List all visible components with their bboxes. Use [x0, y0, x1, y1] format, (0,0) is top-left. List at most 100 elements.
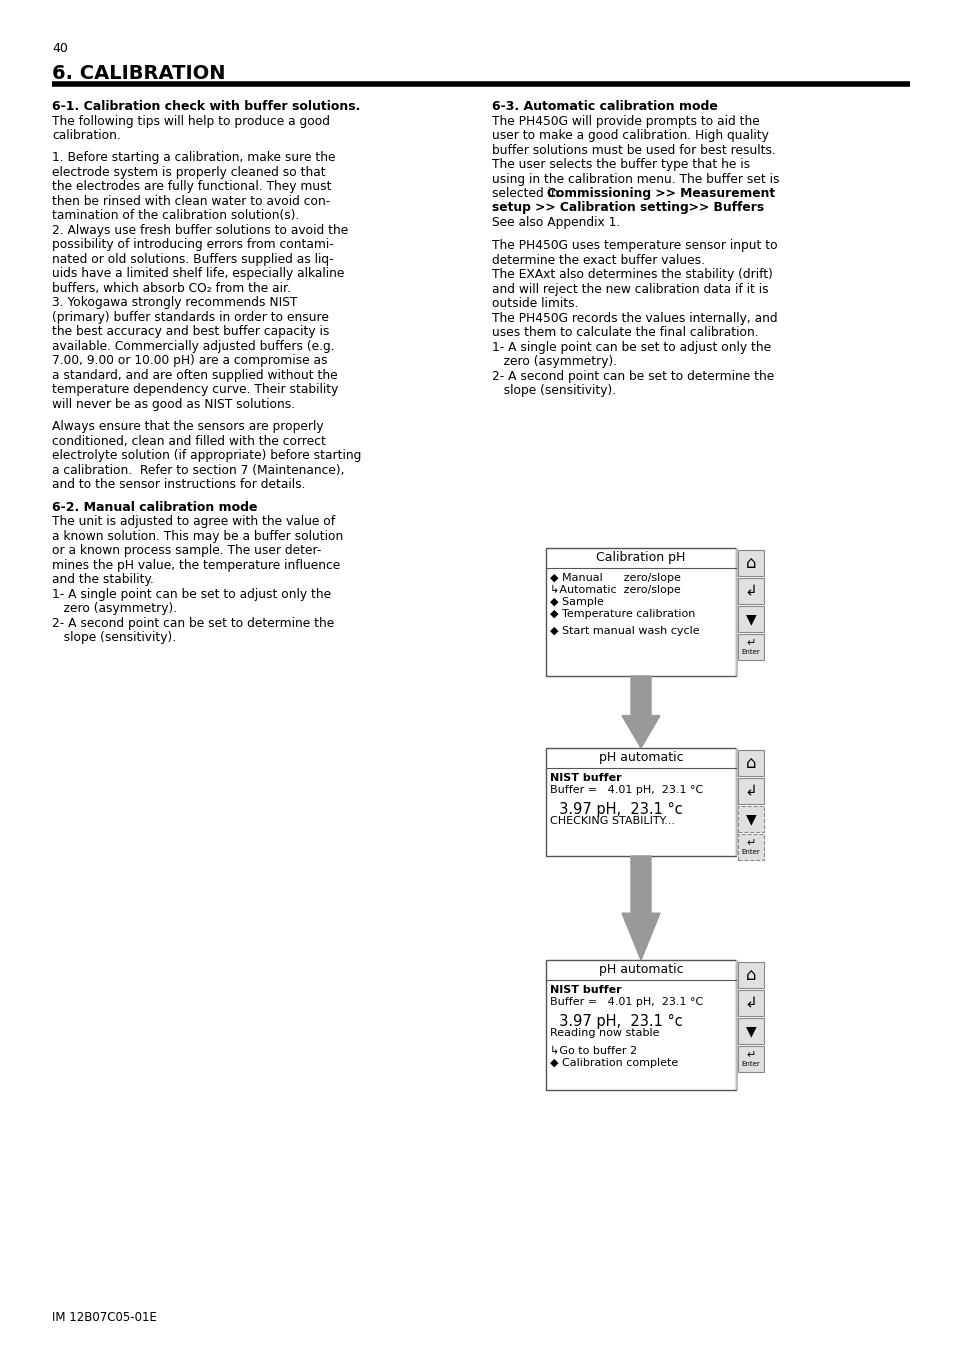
Text: determine the exact buffer values.: determine the exact buffer values. — [492, 253, 704, 267]
Bar — [738, 834, 763, 860]
Text: Calibration pH: Calibration pH — [596, 551, 685, 565]
Text: 1- A single point can be set to adjust only the: 1- A single point can be set to adjust o… — [52, 588, 331, 601]
Text: conditioned, clean and filled with the correct: conditioned, clean and filled with the c… — [52, 435, 326, 448]
Bar — [738, 634, 763, 659]
Text: ↵: ↵ — [745, 638, 755, 649]
Text: Enter: Enter — [740, 1062, 760, 1067]
Bar — [735, 747, 738, 856]
Text: 2- A second point can be set to determine the: 2- A second point can be set to determin… — [492, 370, 774, 383]
Text: the electrodes are fully functional. They must: the electrodes are fully functional. The… — [52, 180, 331, 194]
Text: 3. Yokogawa strongly recommends NIST: 3. Yokogawa strongly recommends NIST — [52, 297, 297, 310]
Text: 6-3. Automatic calibration mode: 6-3. Automatic calibration mode — [492, 100, 717, 112]
Text: available. Commercially adjusted buffers (e.g.: available. Commercially adjusted buffers… — [52, 340, 335, 353]
Bar — [738, 550, 763, 575]
Bar — [735, 548, 738, 676]
Text: uids have a limited shelf life, especially alkaline: uids have a limited shelf life, especial… — [52, 268, 344, 280]
Text: outside limits.: outside limits. — [492, 297, 578, 310]
Text: ⌂: ⌂ — [745, 754, 756, 772]
Bar — [738, 607, 763, 632]
Text: 6-2. Manual calibration mode: 6-2. Manual calibration mode — [52, 501, 257, 515]
Text: 1- A single point can be set to adjust only the: 1- A single point can be set to adjust o… — [492, 341, 770, 353]
Text: ↲: ↲ — [744, 995, 757, 1010]
Text: 7.00, 9.00 or 10.00 pH) are a compromise as: 7.00, 9.00 or 10.00 pH) are a compromise… — [52, 355, 327, 367]
Text: a standard, and are often supplied without the: a standard, and are often supplied witho… — [52, 370, 337, 382]
Bar — [735, 960, 738, 1090]
Text: The user selects the buffer type that he is: The user selects the buffer type that he… — [492, 158, 749, 171]
Text: zero (asymmetry).: zero (asymmetry). — [52, 603, 177, 616]
Text: 40: 40 — [52, 42, 68, 56]
Text: temperature dependency curve. Their stability: temperature dependency curve. Their stab… — [52, 383, 338, 397]
Text: electrode system is properly cleaned so that: electrode system is properly cleaned so … — [52, 167, 325, 179]
Text: a calibration.  Refer to section 7 (Maintenance),: a calibration. Refer to section 7 (Maint… — [52, 464, 344, 477]
Text: The unit is adjusted to agree with the value of: The unit is adjusted to agree with the v… — [52, 516, 335, 528]
Text: uses them to calculate the final calibration.: uses them to calculate the final calibra… — [492, 326, 758, 340]
Text: user to make a good calibration. High quality: user to make a good calibration. High qu… — [492, 129, 768, 142]
Text: a known solution. This may be a buffer solution: a known solution. This may be a buffer s… — [52, 529, 343, 543]
Text: electrolyte solution (if appropriate) before starting: electrolyte solution (if appropriate) be… — [52, 450, 361, 463]
Text: NIST buffer: NIST buffer — [550, 984, 621, 995]
Bar — [738, 990, 763, 1016]
Text: then be rinsed with clean water to avoid con-: then be rinsed with clean water to avoid… — [52, 195, 330, 209]
Text: See also Appendix 1.: See also Appendix 1. — [492, 217, 619, 229]
Text: (primary) buffer standards in order to ensure: (primary) buffer standards in order to e… — [52, 311, 329, 324]
Text: Buffer =   4.01 pH,  23.1 °C: Buffer = 4.01 pH, 23.1 °C — [550, 785, 702, 795]
Text: The PH450G will provide prompts to aid the: The PH450G will provide prompts to aid t… — [492, 115, 759, 127]
Text: using in the calibration menu. The buffer set is: using in the calibration menu. The buffe… — [492, 172, 779, 185]
Text: 1. Before starting a calibration, make sure the: 1. Before starting a calibration, make s… — [52, 152, 335, 164]
Text: The PH450G records the values internally, and: The PH450G records the values internally… — [492, 311, 777, 325]
Text: ↲: ↲ — [744, 784, 757, 799]
Text: nated or old solutions. Buffers supplied as liq-: nated or old solutions. Buffers supplied… — [52, 253, 334, 265]
Text: buffer solutions must be used for best results.: buffer solutions must be used for best r… — [492, 144, 775, 157]
Text: ⌂: ⌂ — [745, 554, 756, 571]
Text: buffers, which absorb CO₂ from the air.: buffers, which absorb CO₂ from the air. — [52, 282, 291, 295]
Bar — [545, 548, 735, 676]
Bar — [738, 578, 763, 604]
Text: and the stability.: and the stability. — [52, 574, 153, 586]
Bar — [738, 750, 763, 776]
Text: Commissioning >> Measurement: Commissioning >> Measurement — [546, 187, 774, 200]
Text: pH automatic: pH automatic — [598, 751, 682, 765]
Text: ⌂: ⌂ — [745, 965, 756, 984]
Text: CHECKING STABILITY...: CHECKING STABILITY... — [550, 816, 675, 826]
Text: pH automatic: pH automatic — [598, 964, 682, 976]
Text: ↵: ↵ — [745, 838, 755, 848]
Text: ↳Automatic  zero/slope: ↳Automatic zero/slope — [550, 585, 680, 596]
Text: calibration.: calibration. — [52, 129, 121, 142]
Bar — [738, 1047, 763, 1072]
Text: mines the pH value, the temperature influence: mines the pH value, the temperature infl… — [52, 559, 340, 571]
Text: ◆ Start manual wash cycle: ◆ Start manual wash cycle — [550, 626, 699, 636]
Text: ◆ Calibration complete: ◆ Calibration complete — [550, 1057, 678, 1067]
Text: zero (asymmetry).: zero (asymmetry). — [492, 355, 617, 368]
Text: ▼: ▼ — [745, 812, 756, 826]
Text: ◆ Sample: ◆ Sample — [550, 597, 603, 607]
FancyArrow shape — [621, 856, 659, 960]
Text: NIST buffer: NIST buffer — [550, 773, 621, 783]
Text: Enter: Enter — [740, 649, 760, 655]
Text: Buffer =   4.01 pH,  23.1 °C: Buffer = 4.01 pH, 23.1 °C — [550, 997, 702, 1007]
Text: and to the sensor instructions for details.: and to the sensor instructions for detai… — [52, 478, 305, 492]
Bar — [738, 779, 763, 804]
Text: ↳Go to buffer 2: ↳Go to buffer 2 — [550, 1045, 637, 1056]
Text: the best accuracy and best buffer capacity is: the best accuracy and best buffer capaci… — [52, 325, 329, 338]
Text: The PH450G uses temperature sensor input to: The PH450G uses temperature sensor input… — [492, 240, 777, 252]
Text: will never be as good as NIST solutions.: will never be as good as NIST solutions. — [52, 398, 294, 412]
Text: ◆ Temperature calibration: ◆ Temperature calibration — [550, 609, 695, 619]
Bar — [738, 961, 763, 988]
Text: Always ensure that the sensors are properly: Always ensure that the sensors are prope… — [52, 421, 323, 433]
Text: selected in: selected in — [492, 187, 562, 200]
Text: and will reject the new calibration data if it is: and will reject the new calibration data… — [492, 283, 768, 295]
Text: 2- A second point can be set to determine the: 2- A second point can be set to determin… — [52, 617, 334, 630]
Text: setup >> Calibration setting>> Buffers: setup >> Calibration setting>> Buffers — [492, 202, 763, 214]
Text: 3.97 pH,  23.1 °c: 3.97 pH, 23.1 °c — [550, 802, 682, 816]
Bar — [738, 806, 763, 831]
Text: Enter: Enter — [740, 849, 760, 856]
Text: or a known process sample. The user deter-: or a known process sample. The user dete… — [52, 544, 321, 558]
Text: IM 12B07C05-01E: IM 12B07C05-01E — [52, 1311, 156, 1324]
Text: The EXAxt also determines the stability (drift): The EXAxt also determines the stability … — [492, 268, 772, 282]
FancyArrow shape — [621, 676, 659, 747]
Text: ◆ Manual      zero/slope: ◆ Manual zero/slope — [550, 573, 680, 584]
Text: The following tips will help to produce a good: The following tips will help to produce … — [52, 115, 330, 127]
Text: slope (sensitivity).: slope (sensitivity). — [52, 631, 176, 645]
Bar — [545, 747, 735, 856]
Text: ↲: ↲ — [744, 584, 757, 598]
